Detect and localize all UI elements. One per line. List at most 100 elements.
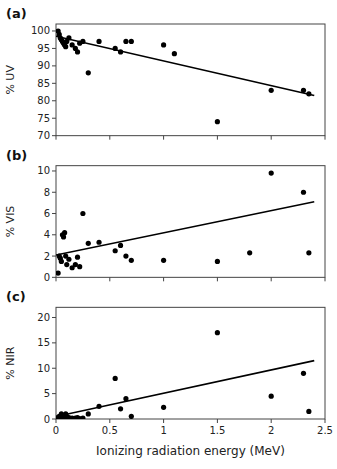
y-tick	[52, 48, 56, 49]
y-tick	[52, 342, 56, 343]
scatter-point	[118, 49, 123, 54]
y-tick	[52, 30, 56, 31]
y-tick	[52, 256, 56, 257]
x-tick-label: 0	[53, 425, 59, 436]
plot-frame	[56, 307, 325, 419]
scatter-point	[129, 258, 134, 263]
y-tick	[52, 65, 56, 66]
scatter-point	[129, 414, 134, 419]
plot-area	[56, 330, 314, 419]
x-tick	[163, 419, 164, 423]
plot-frame	[56, 24, 325, 136]
scatter-point	[56, 270, 61, 275]
x-tick	[109, 136, 110, 140]
y-tick	[52, 234, 56, 235]
scatter-point	[172, 51, 177, 56]
scatter-point	[301, 371, 306, 376]
scatter-point	[96, 240, 101, 245]
scatter-point	[77, 264, 82, 269]
x-tick	[56, 419, 57, 423]
y-tick-label: 0	[44, 414, 50, 425]
y-tick	[52, 368, 56, 369]
scatter-point	[75, 49, 80, 54]
scatter-point	[59, 259, 64, 264]
x-tick	[56, 277, 57, 281]
panel-label: (b)	[6, 148, 27, 163]
scatter-point	[80, 39, 85, 44]
x-tick	[109, 277, 110, 281]
y-tick-label: 0	[44, 272, 50, 283]
y-axis-label: % NIR	[4, 346, 17, 379]
scatter-point	[129, 39, 134, 44]
scatter-point	[215, 259, 220, 264]
y-tick-label: 20	[37, 312, 50, 323]
y-tick-label: 90	[37, 60, 50, 71]
x-tick-label: 2.5	[317, 425, 333, 436]
scatter-point	[161, 405, 166, 410]
panel: 0246810(b)% VIS	[4, 148, 325, 283]
y-tick-label: 6	[44, 208, 50, 219]
y-tick-label: 5	[44, 388, 50, 399]
scatter-point	[306, 409, 311, 414]
y-tick	[52, 118, 56, 119]
y-tick-label: 10	[37, 165, 50, 176]
scatter-point	[215, 119, 220, 124]
scatter-point	[123, 39, 128, 44]
x-tick	[217, 419, 218, 423]
scatter-point	[118, 243, 123, 248]
y-tick-label: 100	[31, 25, 50, 36]
scatter-point	[113, 46, 118, 51]
figure: 707580859095100(a)% UV0246810(b)% VIS051…	[0, 0, 337, 469]
scatter-point	[113, 248, 118, 253]
y-tick-label: 8	[44, 187, 50, 198]
x-tick	[163, 277, 164, 281]
plot-area	[56, 171, 314, 276]
scatter-point	[269, 171, 274, 176]
y-tick-label: 75	[37, 113, 50, 124]
plot-frame	[56, 166, 325, 278]
scatter-point	[86, 411, 91, 416]
x-tick	[56, 136, 57, 140]
y-tick-label: 4	[44, 229, 50, 240]
scatter-point	[86, 241, 91, 246]
scatter-point	[269, 394, 274, 399]
x-tick	[325, 277, 326, 281]
scatter-point	[62, 230, 67, 235]
y-tick-label: 10	[37, 363, 50, 374]
y-tick-label: 15	[37, 337, 50, 348]
y-tick	[52, 277, 56, 278]
y-tick	[52, 135, 56, 136]
x-tick	[217, 277, 218, 281]
scatter-point	[63, 44, 68, 49]
x-tick	[217, 136, 218, 140]
y-tick	[52, 317, 56, 318]
panel: 0510152000.511.522.5(c)% NIRIonizing rad…	[4, 289, 333, 458]
x-tick-label: 2	[268, 425, 274, 436]
x-tick	[271, 277, 272, 281]
scatter-point	[80, 211, 85, 216]
x-tick-label: 1	[160, 425, 166, 436]
scatter-point	[80, 415, 85, 419]
scatter-point	[247, 250, 252, 255]
plot-area	[56, 28, 314, 124]
y-tick	[52, 419, 56, 420]
scatter-point	[161, 42, 166, 47]
y-tick	[52, 192, 56, 193]
scatter-point	[118, 406, 123, 411]
x-tick	[271, 136, 272, 140]
y-tick-label: 95	[37, 43, 50, 54]
panel-label: (a)	[6, 6, 27, 21]
scatter-point	[123, 253, 128, 258]
x-tick	[163, 136, 164, 140]
y-tick	[52, 83, 56, 84]
scatter-point	[96, 39, 101, 44]
x-axis-label: Ionizing radiation energy (MeV)	[96, 444, 285, 458]
panel: 707580859095100(a)% UV	[4, 6, 325, 141]
x-tick	[325, 419, 326, 423]
y-axis-label: % VIS	[4, 206, 17, 238]
scatter-point	[301, 190, 306, 195]
y-tick	[52, 100, 56, 101]
scatter-point	[64, 262, 69, 267]
scatter-point	[66, 257, 71, 262]
panel-label: (c)	[6, 289, 26, 304]
